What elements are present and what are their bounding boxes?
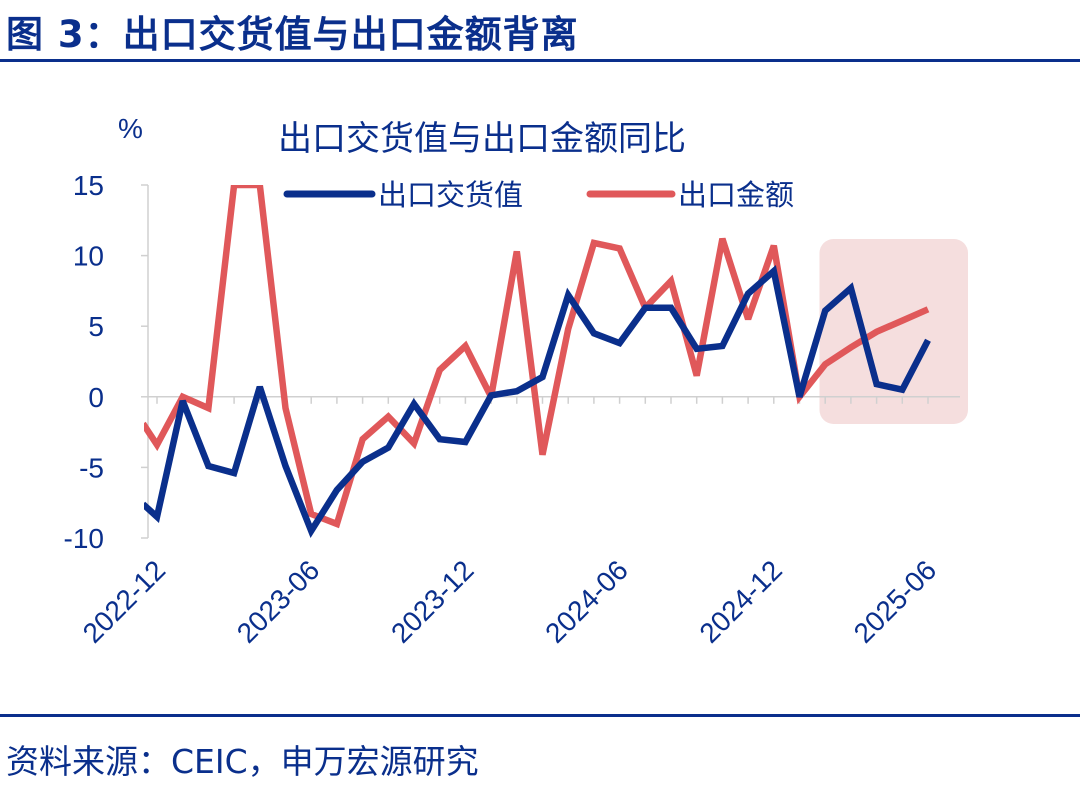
x-tick-label: 2022-12 [77, 554, 172, 649]
y-tick-label: 5 [88, 311, 104, 342]
legend: 出口交货值 出口金额 [283, 178, 794, 212]
source-note: 资料来源：CEIC，申万宏源研究 [6, 742, 479, 781]
y-tick-label: 15 [73, 170, 104, 201]
highlight-layer [819, 239, 968, 424]
figure-title: 图 3：出口交货值与出口金额背离 [6, 13, 579, 56]
x-tick-label: 2024-12 [693, 554, 788, 649]
bottom-divider [0, 714, 1080, 717]
y-tick-label: 10 [73, 241, 104, 272]
x-tick-label: 2024-06 [539, 554, 634, 649]
y-tick-label: -5 [79, 452, 104, 483]
x-tick-label: 2023-06 [231, 554, 326, 649]
series-line-export-delivery [144, 264, 931, 539]
legend-label-export-amount: 出口金额 [678, 178, 794, 212]
highlight-box [819, 239, 968, 424]
y-unit-label: % [118, 113, 143, 144]
chart-title: 出口交货值与出口金额同比 [278, 119, 686, 159]
x-tick-label: 2023-12 [385, 554, 480, 649]
legend-label-export-delivery: 出口交货值 [378, 178, 523, 212]
top-divider [0, 59, 1080, 62]
y-tick-label: -10 [64, 523, 104, 554]
series-layer [144, 185, 931, 539]
x-tick-label: 2025-06 [848, 554, 943, 649]
y-tick-label: 0 [88, 382, 104, 413]
